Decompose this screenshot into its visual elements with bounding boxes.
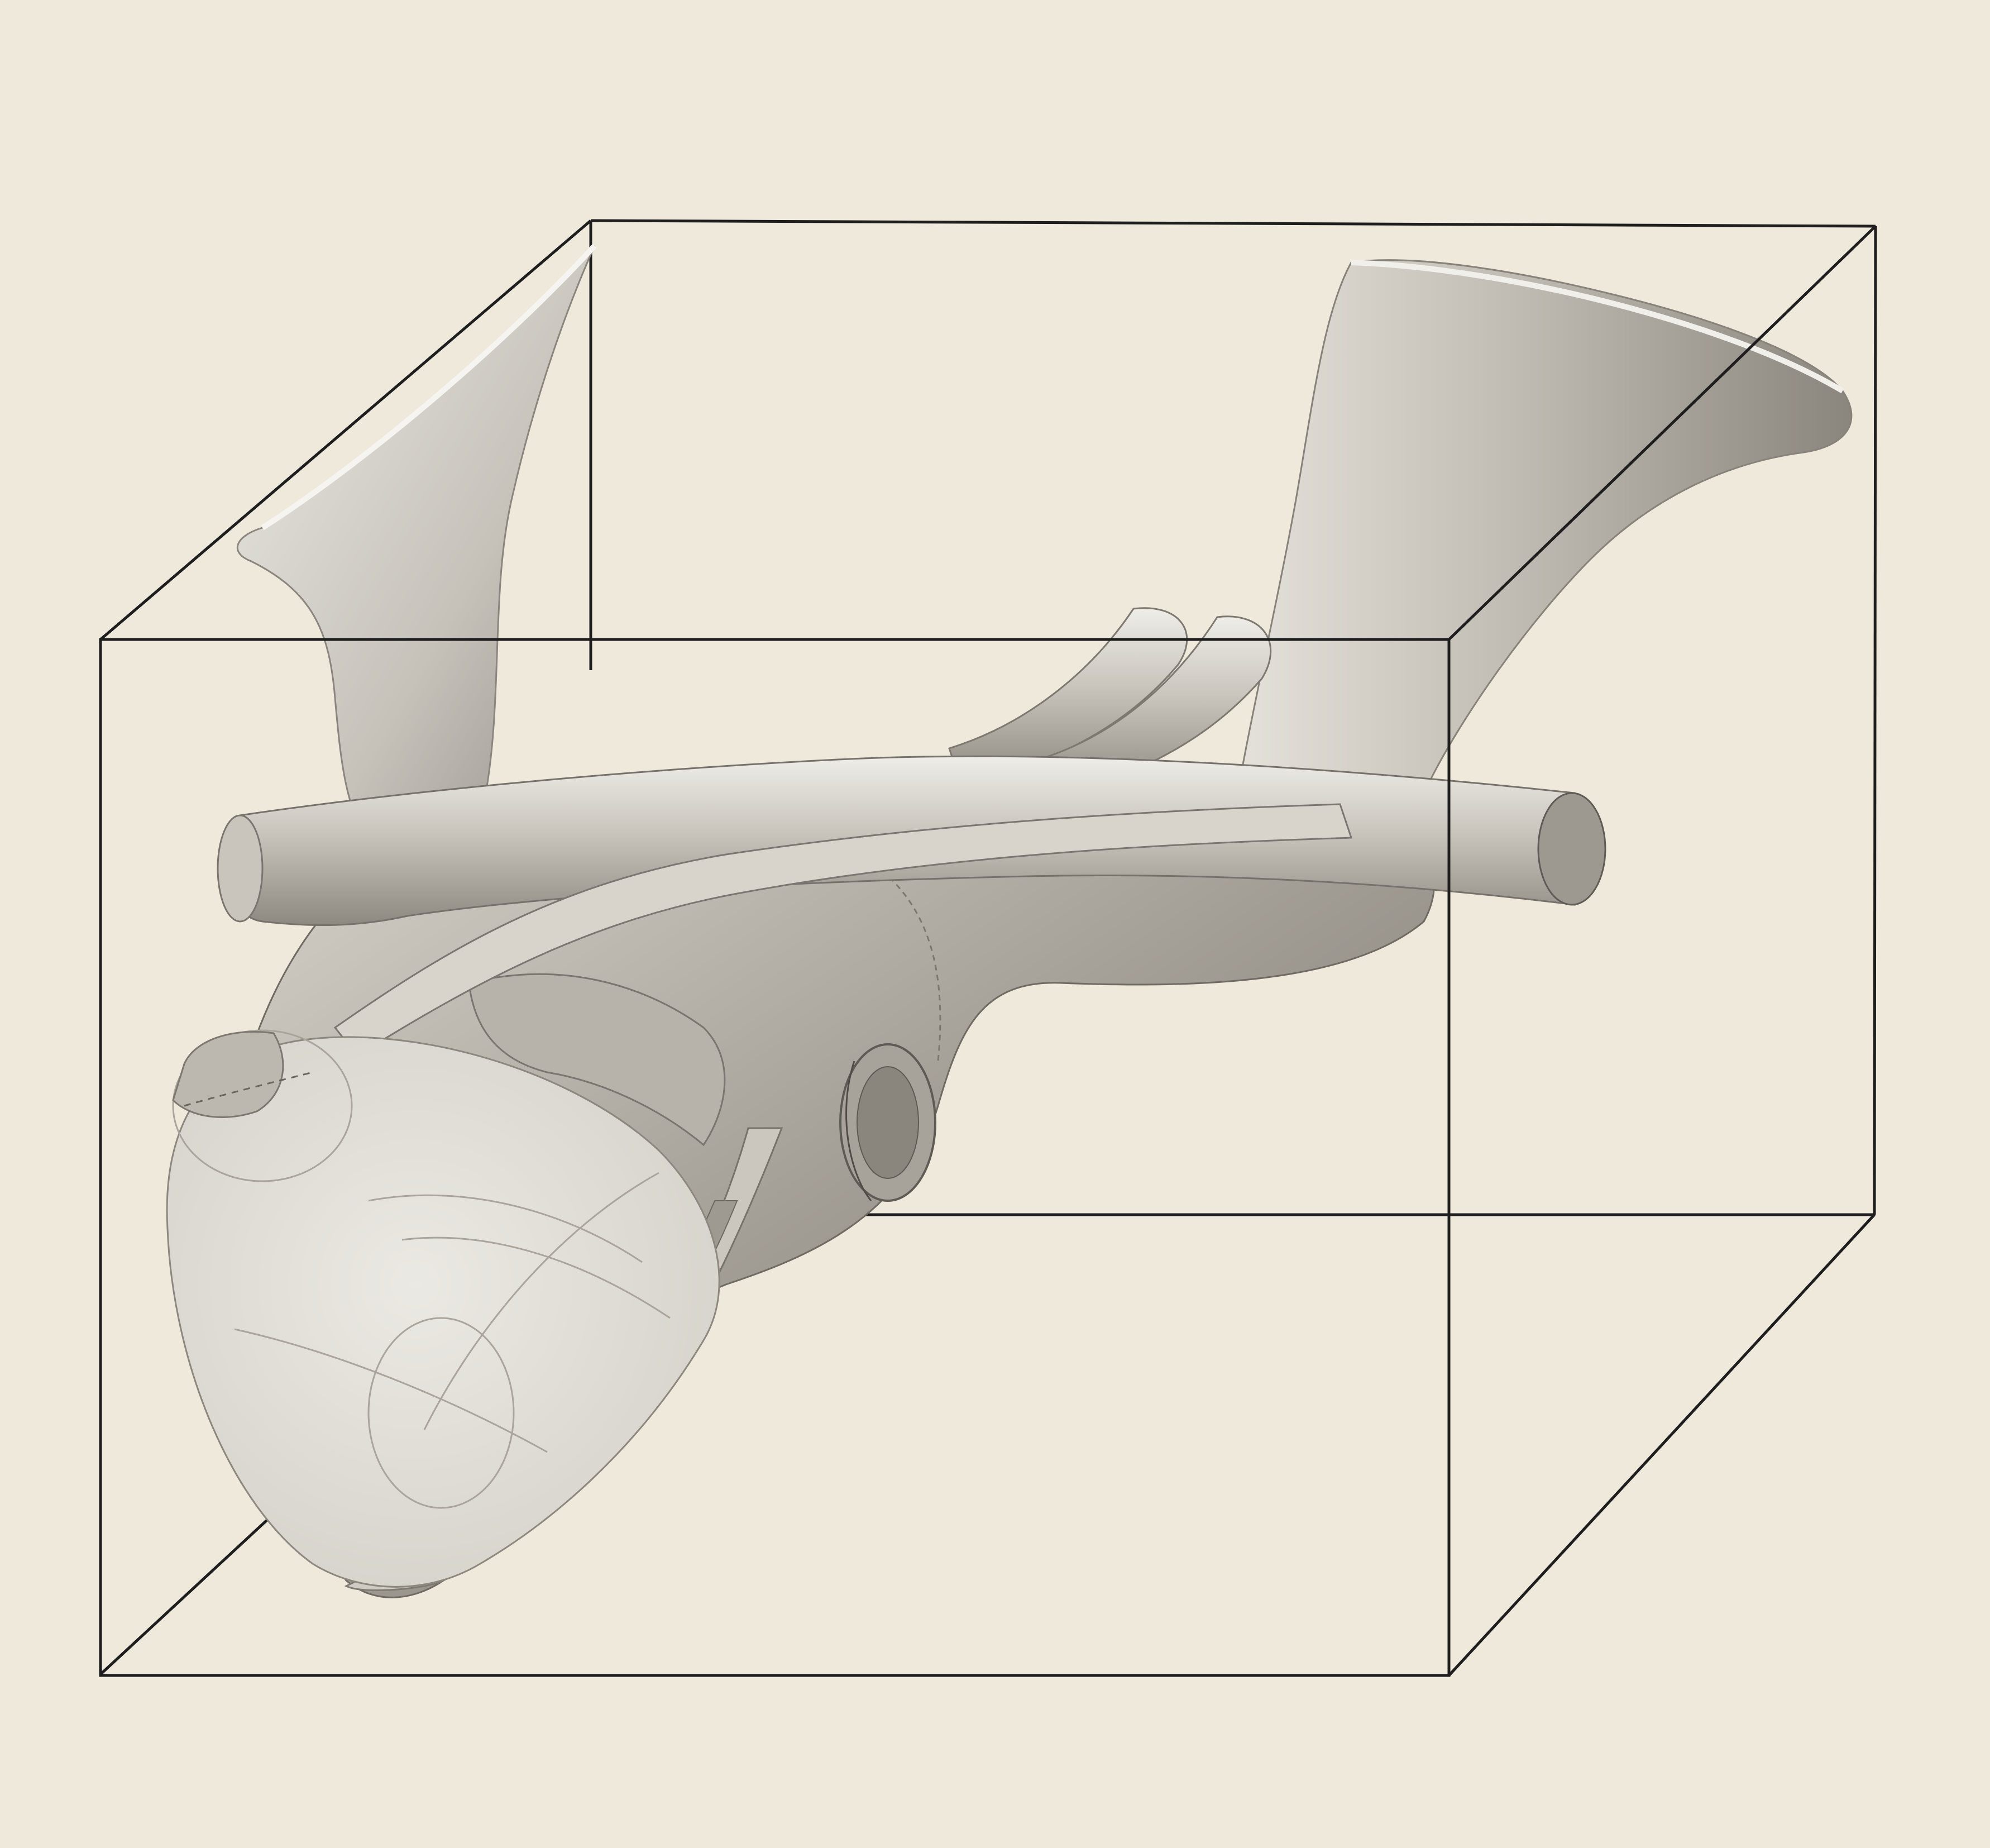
cube-bottom-right-depth-edge xyxy=(1448,1214,1876,1677)
body-inner-fold xyxy=(468,973,726,1147)
cut-face-cap-dashed-line xyxy=(184,1071,313,1107)
horizontal-cylinder-left-end xyxy=(217,814,264,923)
cube-top-right-depth-edge xyxy=(1448,225,1877,641)
horizontal-cylinder-end-cap xyxy=(1537,792,1606,906)
cut-face-curve-1 xyxy=(368,1194,643,1263)
cut-face-curve-2 xyxy=(401,1236,671,1319)
cut-face-upper-circle xyxy=(172,1029,353,1182)
cut-face-pencil-lines xyxy=(172,1029,671,1509)
cube-top-left-depth-edge xyxy=(99,219,592,641)
cube-front-edges xyxy=(99,219,1877,1677)
cut-face-curve-4 xyxy=(234,1328,548,1453)
coiled-ring-structure xyxy=(839,1043,936,1202)
cube-back-edges xyxy=(99,219,1877,1675)
cube-back-top-edge xyxy=(590,219,1876,228)
sectioned-cut-face xyxy=(166,1036,720,1588)
cube-front-face xyxy=(99,638,1451,1677)
left-horn-rim-highlight xyxy=(261,243,597,531)
right-funnel-rim-highlight xyxy=(1351,260,1844,394)
cube-back-right-edge xyxy=(1873,226,1877,1215)
cut-face-curve-3 xyxy=(423,1172,659,1430)
cut-face-lower-circle xyxy=(367,1317,515,1509)
cut-face-cap xyxy=(172,1031,284,1118)
right-funnel-structure xyxy=(1227,259,1853,870)
